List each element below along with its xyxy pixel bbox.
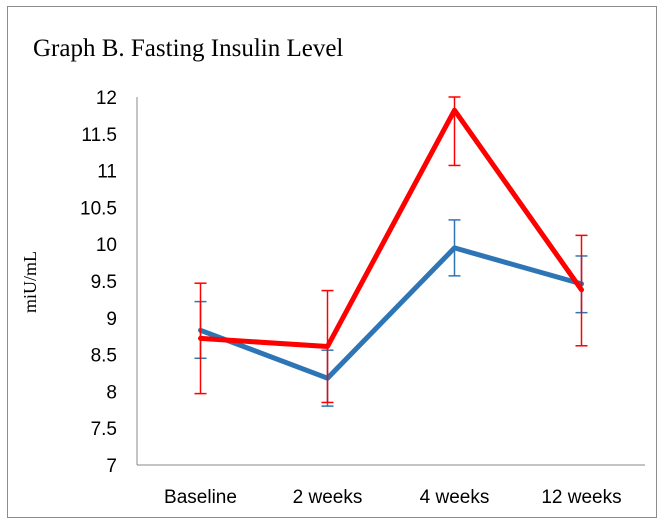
y-tick-label: 10 [96, 235, 117, 256]
chart-frame [7, 6, 657, 518]
y-tick-label: 8.5 [91, 346, 117, 367]
y-tick-label: 7 [106, 456, 117, 477]
y-tick-label: 9.5 [91, 272, 117, 293]
x-tick-label: 12 weeks [541, 487, 621, 508]
y-tick-labels: 7 7.5 8 8.5 9 9.5 10 10.5 11 11.5 12 [80, 88, 117, 477]
series-1 [194, 219, 588, 407]
plot-area [194, 96, 588, 407]
series-2 [194, 96, 588, 404]
x-tick-label: Baseline [164, 487, 237, 508]
y-tick-label: 10.5 [80, 198, 117, 219]
chart-title: Graph B. Fasting Insulin Level [33, 35, 343, 62]
y-tick-label: 12 [96, 88, 117, 109]
y-tick-label: 9 [106, 309, 117, 330]
y-tick-label: 8 [106, 382, 117, 403]
y-axis-label: miU/mL [20, 251, 40, 313]
series-line [198, 107, 584, 349]
series-line [198, 245, 584, 381]
x-tick-label: 2 weeks [293, 487, 363, 508]
x-tick-label: 4 weeks [420, 487, 490, 508]
y-tick-label: 11.5 [81, 125, 117, 146]
y-tick-label: 11 [97, 162, 117, 183]
y-tick-label: 7.5 [91, 419, 117, 440]
x-tick-labels: Baseline 2 weeks 4 weeks 12 weeks [164, 487, 622, 508]
